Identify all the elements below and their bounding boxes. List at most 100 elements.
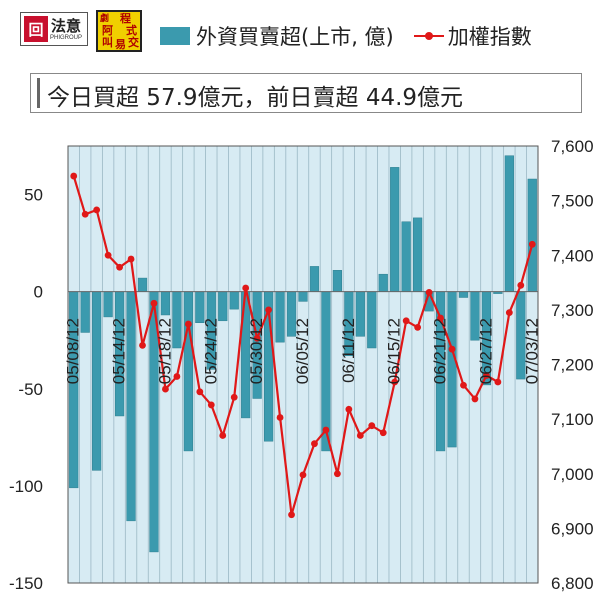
index-point (333, 470, 341, 478)
flow-bar (160, 291, 171, 316)
right-axis-tick-label: 7,500 (551, 192, 594, 211)
index-point (81, 210, 89, 218)
right-axis-tick-label: 6,800 (551, 574, 594, 593)
left-axis-tick-label: 0 (34, 283, 43, 302)
index-point (505, 309, 513, 317)
x-axis-date-label: 05/18/12 (155, 318, 174, 384)
phigroup-mark-icon: 回 (24, 16, 48, 42)
index-point (219, 432, 227, 439)
x-axis-date-label: 05/30/12 (247, 318, 266, 384)
legend-line-label: 加權指數 (447, 25, 532, 49)
index-point (368, 422, 376, 430)
x-axis-date-label: 06/21/12 (431, 318, 450, 384)
left-axis-tick-label: -50 (18, 380, 43, 399)
flow-bar (137, 277, 148, 292)
index-point (288, 511, 295, 519)
index-point (253, 334, 261, 342)
logo-subtitle: PHIGROUP (50, 35, 83, 41)
flow-bar (458, 291, 469, 298)
flow-bar (275, 291, 285, 343)
x-axis-date-label: 05/24/12 (201, 318, 220, 384)
flow-bar (390, 167, 400, 292)
flow-bar (298, 291, 308, 302)
index-point (356, 432, 364, 439)
index-point (265, 306, 273, 314)
index-point (437, 314, 444, 322)
flow-bar (401, 221, 411, 292)
plot-area (68, 146, 538, 583)
flow-bar (309, 266, 320, 292)
index-point (173, 373, 181, 380)
index-point (299, 471, 307, 479)
x-axis-date-label: 05/08/12 (64, 318, 83, 384)
summary-text: 今日買超 57.9億元，前日賣超 44.9億元 (47, 85, 464, 111)
flow-bar (504, 155, 514, 292)
left-axis-tick-label: -150 (9, 574, 43, 593)
legend-bar-label: 外資買賣超(上市, 億) (196, 25, 394, 49)
left-axis-tick-label: -100 (9, 477, 43, 496)
index-point (402, 317, 410, 325)
flow-bar (92, 291, 102, 471)
x-axis-date-label: 06/27/12 (476, 318, 495, 384)
index-point (242, 284, 250, 292)
index-point (345, 405, 353, 413)
right-axis-tick-label: 7,400 (551, 246, 594, 265)
right-axis-tick-label: 7,000 (551, 465, 594, 484)
logo2-char: 阿 (102, 24, 113, 37)
plot-border (67, 145, 539, 584)
x-axis-date-label: 06/05/12 (293, 318, 312, 384)
index-point (70, 172, 78, 180)
logo2-char: 程 (120, 12, 131, 25)
flow-bar (103, 291, 113, 318)
index-point (276, 414, 284, 421)
index-point (93, 206, 101, 214)
index-point (104, 251, 112, 259)
phigroup-logo: 回 法意 PHIGROUP (20, 12, 88, 46)
x-axis-date-label: 06/15/12 (385, 318, 404, 384)
index-point (230, 393, 238, 401)
x-axis-date-label: 07/03/12 (522, 318, 541, 384)
index-point (460, 381, 467, 389)
index-point (311, 440, 318, 448)
right-axis-tick-label: 7,600 (551, 137, 594, 156)
index-point (471, 395, 479, 403)
x-axis-date-label: 05/14/12 (110, 318, 129, 384)
index-point (116, 263, 123, 271)
index-point (483, 372, 490, 379)
index-point (184, 320, 192, 328)
index-point (494, 378, 502, 386)
legend-line-swatch (413, 27, 444, 45)
legend-bar-swatch (160, 27, 190, 45)
flow-bar (218, 291, 228, 322)
chart-legend: 外資買賣超(上市, 億) 加權指數 (160, 18, 532, 54)
logo2-char: 叫 (102, 36, 113, 49)
index-point (448, 345, 456, 353)
left-axis-tick-label: 50 (24, 186, 43, 205)
index-point (139, 341, 146, 349)
right-axis-tick-label: 7,200 (551, 356, 594, 375)
index-point (528, 240, 536, 248)
summary-box: 今日買超 57.9億元，前日賣超 44.9億元 (30, 73, 582, 113)
index-point (414, 323, 422, 331)
right-axis-tick-label: 6,900 (551, 519, 594, 538)
index-point (127, 255, 135, 263)
x-axis-date-label: 06/11/12 (339, 318, 358, 383)
index-point (322, 426, 330, 434)
flow-bar (413, 217, 423, 292)
index-point (196, 388, 204, 396)
right-axis-tick-label: 7,100 (551, 410, 594, 429)
logo2-char: 式 (126, 24, 137, 37)
flow-bar (332, 270, 342, 292)
index-point (379, 429, 387, 437)
flow-bar (527, 178, 537, 292)
index-point (517, 281, 525, 289)
index-point (162, 385, 169, 393)
index-point (207, 401, 215, 409)
flow-bar (229, 291, 239, 310)
index-point (425, 288, 433, 296)
flow-bar (183, 291, 193, 452)
flow-bar (378, 273, 388, 292)
program-trading-logo: 劇 程 阿 式 叫 交 易 (96, 10, 142, 52)
logo2-char: 劇 (100, 14, 110, 24)
